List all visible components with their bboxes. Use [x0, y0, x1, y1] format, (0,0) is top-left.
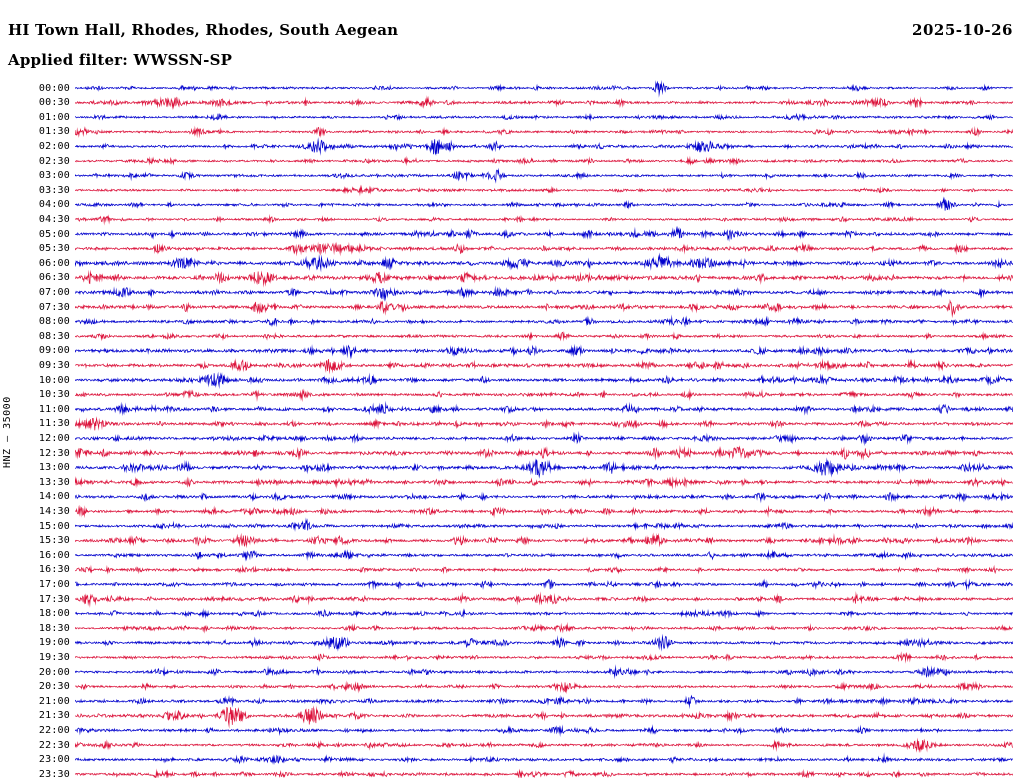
- time-label: 17:00: [38, 578, 70, 590]
- time-label: 01:30: [38, 126, 70, 138]
- time-label: 03:00: [38, 170, 70, 182]
- time-label: 15:30: [38, 535, 70, 547]
- time-label: 04:00: [38, 199, 70, 211]
- time-label: 18:00: [38, 608, 70, 620]
- time-label: 23:30: [38, 768, 70, 780]
- time-label: 14:00: [38, 491, 70, 503]
- filter-label: Applied filter: WWSSN-SP: [8, 51, 233, 69]
- time-label: 03:30: [38, 184, 70, 196]
- time-label: 12:00: [38, 432, 70, 444]
- time-label: 21:30: [38, 710, 70, 722]
- time-label: 17:30: [38, 593, 70, 605]
- station-title: HI Town Hall, Rhodes, Rhodes, South Aege…: [8, 21, 399, 39]
- time-label: 06:30: [38, 272, 70, 284]
- time-label: 22:00: [38, 724, 70, 736]
- time-label: 20:30: [38, 681, 70, 693]
- time-label: 05:30: [38, 243, 70, 255]
- time-label: 08:00: [38, 316, 70, 328]
- time-label: 09:30: [38, 359, 70, 371]
- time-label: 05:00: [38, 228, 70, 240]
- time-label: 13:00: [38, 462, 70, 474]
- time-label: 11:00: [38, 403, 70, 415]
- time-label: 00:30: [38, 97, 70, 109]
- time-label: 00:00: [38, 82, 70, 94]
- time-label: 09:00: [38, 345, 70, 357]
- date-label: 2025-10-26: [912, 21, 1013, 39]
- time-label: 15:00: [38, 520, 70, 532]
- time-label: 22:30: [38, 739, 70, 751]
- time-label: 19:00: [38, 637, 70, 649]
- time-label: 19:30: [38, 651, 70, 663]
- time-label: 01:00: [38, 111, 70, 123]
- time-label: 21:00: [38, 695, 70, 707]
- time-label: 07:00: [38, 286, 70, 298]
- time-label: 02:00: [38, 140, 70, 152]
- time-label: 10:30: [38, 389, 70, 401]
- time-labels: 00:00 00:30 01:00 01:30 02:00 02:30 03:00 03:30…: [0, 0, 71, 780]
- time-label: 06:00: [38, 257, 70, 269]
- time-label: 11:30: [38, 418, 70, 430]
- time-label: 16:00: [38, 549, 70, 561]
- time-label: 16:30: [38, 564, 70, 576]
- time-label: 04:30: [38, 213, 70, 225]
- time-label: 07:30: [38, 301, 70, 313]
- time-label: 02:30: [38, 155, 70, 167]
- time-label: 08:30: [38, 330, 70, 342]
- time-label: 14:30: [38, 505, 70, 517]
- time-label: 20:00: [38, 666, 70, 678]
- time-label: 10:00: [38, 374, 70, 386]
- time-label: 12:30: [38, 447, 70, 459]
- time-label: 18:30: [38, 622, 70, 634]
- time-label: 23:00: [38, 754, 70, 766]
- time-label: 13:30: [38, 476, 70, 488]
- seismogram-canvas: [75, 78, 1013, 778]
